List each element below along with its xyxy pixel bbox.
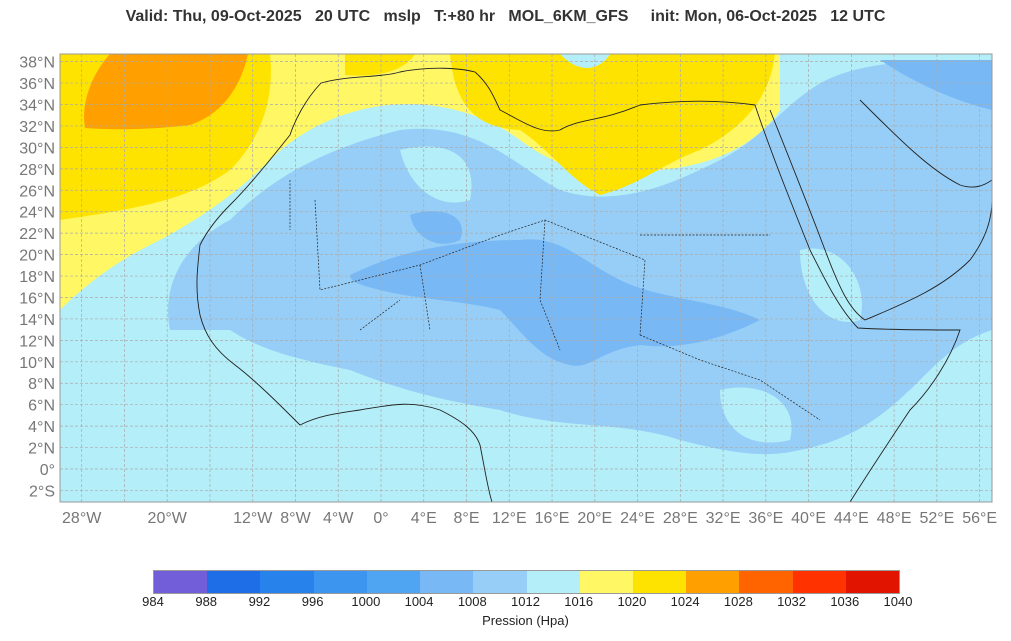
longitude-label: 56°E — [962, 510, 997, 527]
latitude-label: 12°N — [19, 333, 55, 350]
colorbar-label: 1004 — [404, 594, 434, 609]
longitude-label: 20°W — [148, 510, 188, 527]
colorbar-swatch — [686, 571, 740, 593]
colorbar-label: 1024 — [670, 594, 700, 609]
band-1024-1028 — [84, 54, 248, 130]
longitude-label: 4°W — [323, 510, 354, 527]
colorbar-label: 1012 — [511, 594, 540, 609]
longitude-label: 32°E — [706, 510, 741, 527]
variable: mslp — [383, 8, 421, 25]
borders — [289, 180, 821, 421]
colorbar-swatch — [579, 571, 633, 593]
colorbar-label: 1028 — [723, 594, 753, 609]
colorbar-label: 1008 — [457, 594, 487, 609]
model-name: MOL_6KM_GFS — [508, 8, 629, 25]
band-1004-1008 — [350, 60, 992, 366]
map-title: Valid: Thu, 09-Oct-2025 20 UTC mslp T:+8… — [0, 8, 1011, 26]
latitude-label: 6°N — [28, 398, 55, 415]
colorbar-label: 992 — [248, 594, 271, 609]
colorbar-swatch — [792, 571, 846, 593]
longitude-labels: 28°W 20°W 12°W 8°W 4°W 0° 4°E 8°E 12°E 16°E 20°E 24… — [62, 510, 997, 527]
colorbar-label: 996 — [301, 594, 324, 609]
colorbar-label: 1040 — [883, 594, 913, 609]
longitude-label: 16°E — [535, 510, 570, 527]
latitude-label: 34°N — [19, 98, 55, 115]
red-sea-coastline — [754, 104, 961, 502]
init-hour: 12 UTC — [830, 8, 886, 25]
longitude-label: 8°W — [280, 510, 311, 527]
latitude-label: 18°N — [19, 269, 55, 286]
colorbar-label: 1036 — [830, 594, 860, 609]
latitude-label: 26°N — [19, 183, 55, 200]
longitude-label: 8°E — [454, 510, 480, 527]
colorbar — [153, 570, 900, 594]
north-africa-coastline — [320, 67, 756, 132]
lead-time: T:+80 hr — [434, 8, 496, 25]
map-frame — [59, 53, 993, 503]
longitude-label: 52°E — [919, 510, 954, 527]
longitude-label: 24°E — [620, 510, 655, 527]
latitude-label: 2°S — [29, 483, 55, 500]
graticule — [60, 54, 992, 502]
pressure-map: 38°N 36°N 34°N 32°N 30°N 28°N 26°N 24°N 22°N 20°N… — [19, 53, 997, 527]
colorbar-swatch — [526, 571, 580, 593]
latitude-label: 30°N — [19, 140, 55, 157]
latitude-label: 36°N — [19, 76, 55, 93]
longitude-label: 12°W — [233, 510, 273, 527]
longitude-label: 36°E — [748, 510, 783, 527]
band-1020-1024 — [60, 54, 775, 220]
latitude-label: 24°N — [19, 205, 55, 222]
valid-time: Valid: Thu, 09-Oct-2025 — [125, 8, 302, 25]
arabia-coastline — [769, 99, 992, 321]
colorbar-swatch — [739, 571, 793, 593]
longitude-label: 12°E — [492, 510, 527, 527]
latitude-label: 32°N — [19, 119, 55, 136]
latitude-label: 0° — [40, 462, 55, 479]
latitude-label: 8°N — [28, 376, 55, 393]
latitude-label: 14°N — [19, 312, 55, 329]
colorbar-label: 1016 — [564, 594, 594, 609]
colorbar-label: 1000 — [351, 594, 381, 609]
colorbar-swatch — [366, 571, 421, 593]
longitude-label: 4°E — [411, 510, 437, 527]
colorbar-swatch — [845, 571, 900, 593]
colorbar-swatch — [420, 571, 474, 593]
band-1012-1016-patches — [400, 146, 862, 443]
latitude-label: 28°N — [19, 162, 55, 179]
latitude-labels: 38°N 36°N 34°N 32°N 30°N 28°N 26°N 24°N 22°N 20°N… — [19, 55, 55, 501]
colorbar-title: Pression (Hpa) — [482, 613, 569, 628]
colorbar-label: 984 — [142, 594, 164, 609]
pressure-field — [60, 54, 992, 502]
colorbar-label: 1020 — [617, 594, 647, 609]
colorbar-label: 988 — [195, 594, 218, 609]
latitude-label: 38°N — [19, 55, 55, 72]
latitude-label: 16°N — [19, 290, 55, 307]
longitude-label: 0° — [373, 510, 388, 527]
longitude-label: 20°E — [577, 510, 612, 527]
colorbar-swatch — [260, 571, 314, 593]
coastlines — [196, 67, 992, 502]
colorbar-swatch — [632, 571, 687, 593]
colorbar-swatch — [473, 571, 527, 593]
latitude-label: 4°N — [28, 419, 55, 436]
longitude-label: 28°W — [62, 510, 102, 527]
longitude-label: 28°E — [663, 510, 698, 527]
longitude-label: 44°E — [834, 510, 869, 527]
longitude-label: 40°E — [791, 510, 826, 527]
africa-coastline — [196, 82, 493, 502]
latitude-label: 2°N — [28, 441, 55, 458]
colorbar-swatch — [207, 571, 261, 593]
init-time: init: Mon, 06-Oct-2025 — [650, 8, 817, 25]
latitude-label: 10°N — [19, 355, 55, 372]
colorbar-label: 1032 — [777, 594, 807, 609]
latitude-label: 22°N — [19, 226, 55, 243]
colorbar-swatch — [154, 571, 208, 593]
latitude-label: 20°N — [19, 248, 55, 265]
band-1012-1016-north-patches — [560, 54, 610, 68]
valid-hour: 20 UTC — [315, 8, 371, 25]
longitude-label: 48°E — [877, 510, 912, 527]
colorbar-swatch — [313, 571, 367, 593]
